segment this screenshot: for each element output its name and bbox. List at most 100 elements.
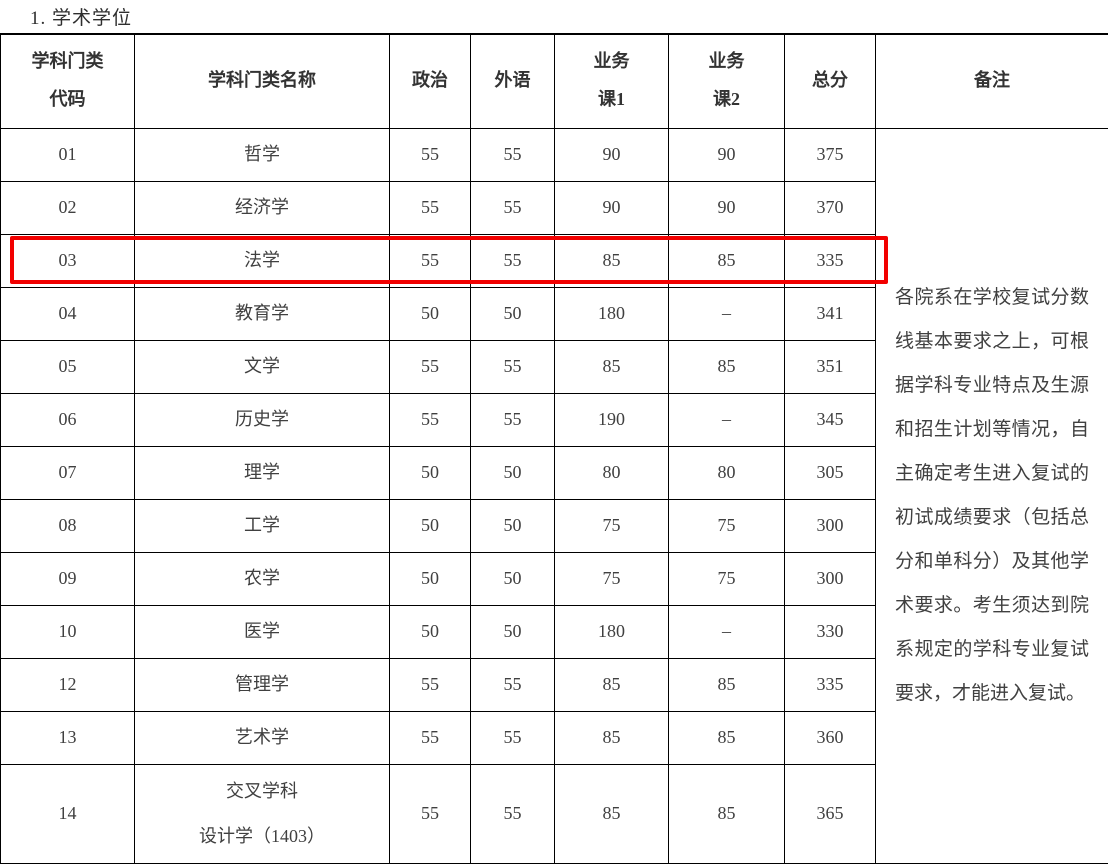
cell-code: 04 xyxy=(1,287,135,340)
cell-course2: 85 xyxy=(669,711,785,764)
cell-course1: 190 xyxy=(555,393,669,446)
cell-foreign: 55 xyxy=(471,234,555,287)
cell-politics: 50 xyxy=(390,552,471,605)
cell-politics: 55 xyxy=(390,340,471,393)
cell-course1: 85 xyxy=(555,764,669,863)
cell-politics: 55 xyxy=(390,181,471,234)
col-header-course2: 业务 课2 xyxy=(669,34,785,128)
cell-politics: 50 xyxy=(390,499,471,552)
cell-foreign: 55 xyxy=(471,181,555,234)
cell-name: 理学 xyxy=(135,446,390,499)
cell-code: 10 xyxy=(1,605,135,658)
cell-total: 351 xyxy=(785,340,876,393)
cell-code: 06 xyxy=(1,393,135,446)
cell-name: 哲学 xyxy=(135,128,390,181)
cell-course2: – xyxy=(669,605,785,658)
cell-code: 12 xyxy=(1,658,135,711)
cell-name: 历史学 xyxy=(135,393,390,446)
cell-total: 365 xyxy=(785,764,876,863)
cell-course2: 90 xyxy=(669,181,785,234)
cell-course2: 75 xyxy=(669,552,785,605)
cell-foreign: 55 xyxy=(471,340,555,393)
cell-name: 艺术学 xyxy=(135,711,390,764)
cell-politics: 50 xyxy=(390,446,471,499)
cell-course2: 85 xyxy=(669,340,785,393)
cell-name: 文学 xyxy=(135,340,390,393)
cell-course2: – xyxy=(669,393,785,446)
cell-foreign: 55 xyxy=(471,711,555,764)
cell-name: 医学 xyxy=(135,605,390,658)
cell-code: 07 xyxy=(1,446,135,499)
cell-foreign: 50 xyxy=(471,287,555,340)
cell-name: 管理学 xyxy=(135,658,390,711)
cell-politics: 55 xyxy=(390,128,471,181)
cell-name: 法学 xyxy=(135,234,390,287)
col-header-code: 学科门类 代码 xyxy=(1,34,135,128)
cell-total: 345 xyxy=(785,393,876,446)
cell-code: 13 xyxy=(1,711,135,764)
score-line-table: 学科门类 代码 学科门类名称 政治 外语 业务 课1 业务 课2 总分 备注 0… xyxy=(0,33,1108,864)
cell-name: 农学 xyxy=(135,552,390,605)
cell-course1: 75 xyxy=(555,552,669,605)
cell-politics: 50 xyxy=(390,605,471,658)
cell-name: 工学 xyxy=(135,499,390,552)
cell-total: 300 xyxy=(785,552,876,605)
cell-total: 300 xyxy=(785,499,876,552)
cell-course2: 85 xyxy=(669,764,785,863)
cell-course1: 85 xyxy=(555,340,669,393)
header-row: 学科门类 代码 学科门类名称 政治 外语 业务 课1 业务 课2 总分 备注 xyxy=(1,34,1108,128)
cell-course1: 90 xyxy=(555,128,669,181)
cell-course1: 85 xyxy=(555,658,669,711)
cell-politics: 55 xyxy=(390,764,471,863)
cell-politics: 55 xyxy=(390,658,471,711)
cell-foreign: 55 xyxy=(471,128,555,181)
cell-total: 370 xyxy=(785,181,876,234)
cell-course1: 80 xyxy=(555,446,669,499)
col-header-name: 学科门类名称 xyxy=(135,34,390,128)
cell-course2: – xyxy=(669,287,785,340)
cell-foreign: 55 xyxy=(471,393,555,446)
cell-foreign: 55 xyxy=(471,658,555,711)
cell-total: 335 xyxy=(785,234,876,287)
cell-course1: 75 xyxy=(555,499,669,552)
cell-code: 09 xyxy=(1,552,135,605)
cell-course1: 85 xyxy=(555,711,669,764)
cell-total: 305 xyxy=(785,446,876,499)
cell-foreign: 55 xyxy=(471,764,555,863)
cell-course1: 85 xyxy=(555,234,669,287)
col-header-total: 总分 xyxy=(785,34,876,128)
cell-politics: 55 xyxy=(390,393,471,446)
table-row: 01 哲学 55 55 90 90 375 各院系在学校复试分数线基本要求之上，… xyxy=(1,128,1108,181)
cell-code: 02 xyxy=(1,181,135,234)
cell-course2: 85 xyxy=(669,658,785,711)
cell-name: 经济学 xyxy=(135,181,390,234)
cell-politics: 55 xyxy=(390,711,471,764)
cell-total: 375 xyxy=(785,128,876,181)
remarks-text: 各院系在学校复试分数线基本要求之上，可根据学科专业特点及生源和招生计划等情况，自… xyxy=(895,276,1089,716)
cell-name: 教育学 xyxy=(135,287,390,340)
cell-code: 01 xyxy=(1,128,135,181)
cell-code: 08 xyxy=(1,499,135,552)
cell-total: 341 xyxy=(785,287,876,340)
cell-politics: 50 xyxy=(390,287,471,340)
col-header-foreign: 外语 xyxy=(471,34,555,128)
cell-foreign: 50 xyxy=(471,446,555,499)
cell-total: 335 xyxy=(785,658,876,711)
cell-course1: 180 xyxy=(555,605,669,658)
cell-code: 05 xyxy=(1,340,135,393)
cell-course2: 80 xyxy=(669,446,785,499)
col-header-remarks: 备注 xyxy=(876,34,1108,128)
remarks-cell: 各院系在学校复试分数线基本要求之上，可根据学科专业特点及生源和招生计划等情况，自… xyxy=(876,128,1108,863)
cell-code: 14 xyxy=(1,764,135,863)
cell-name: 交叉学科 设计学（1403） xyxy=(135,764,390,863)
col-header-politics: 政治 xyxy=(390,34,471,128)
col-header-course1: 业务 课1 xyxy=(555,34,669,128)
cell-course2: 75 xyxy=(669,499,785,552)
cell-total: 330 xyxy=(785,605,876,658)
cell-foreign: 50 xyxy=(471,499,555,552)
cell-course1: 180 xyxy=(555,287,669,340)
cell-foreign: 50 xyxy=(471,605,555,658)
cell-code: 03 xyxy=(1,234,135,287)
cell-course2: 85 xyxy=(669,234,785,287)
page-title: 1. 学术学位 xyxy=(30,3,132,30)
